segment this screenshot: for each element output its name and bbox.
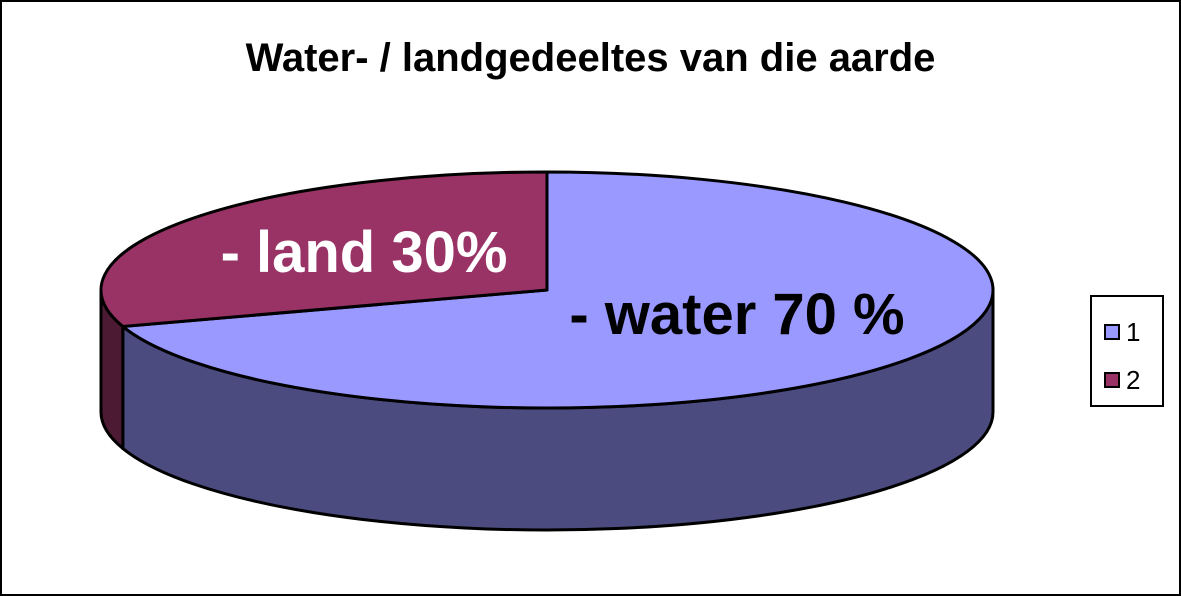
legend-item-1: 1 bbox=[1104, 317, 1140, 347]
legend-swatch-2 bbox=[1104, 372, 1120, 388]
chart-title: Water- / landgedeeltes van die aarde bbox=[245, 36, 936, 80]
legend-item-2: 2 bbox=[1104, 365, 1140, 395]
legend: 1 2 bbox=[1090, 295, 1164, 407]
slice-label-1: - water 70 % bbox=[569, 282, 904, 347]
pie-slice-1 bbox=[121, 170, 995, 410]
pie-slice-2 bbox=[99, 170, 549, 328]
legend-swatch-1 bbox=[1104, 324, 1120, 340]
legend-label-2: 2 bbox=[1126, 364, 1141, 395]
legend-label-1: 1 bbox=[1126, 316, 1141, 347]
slice-label-2: - land 30% bbox=[221, 220, 508, 285]
